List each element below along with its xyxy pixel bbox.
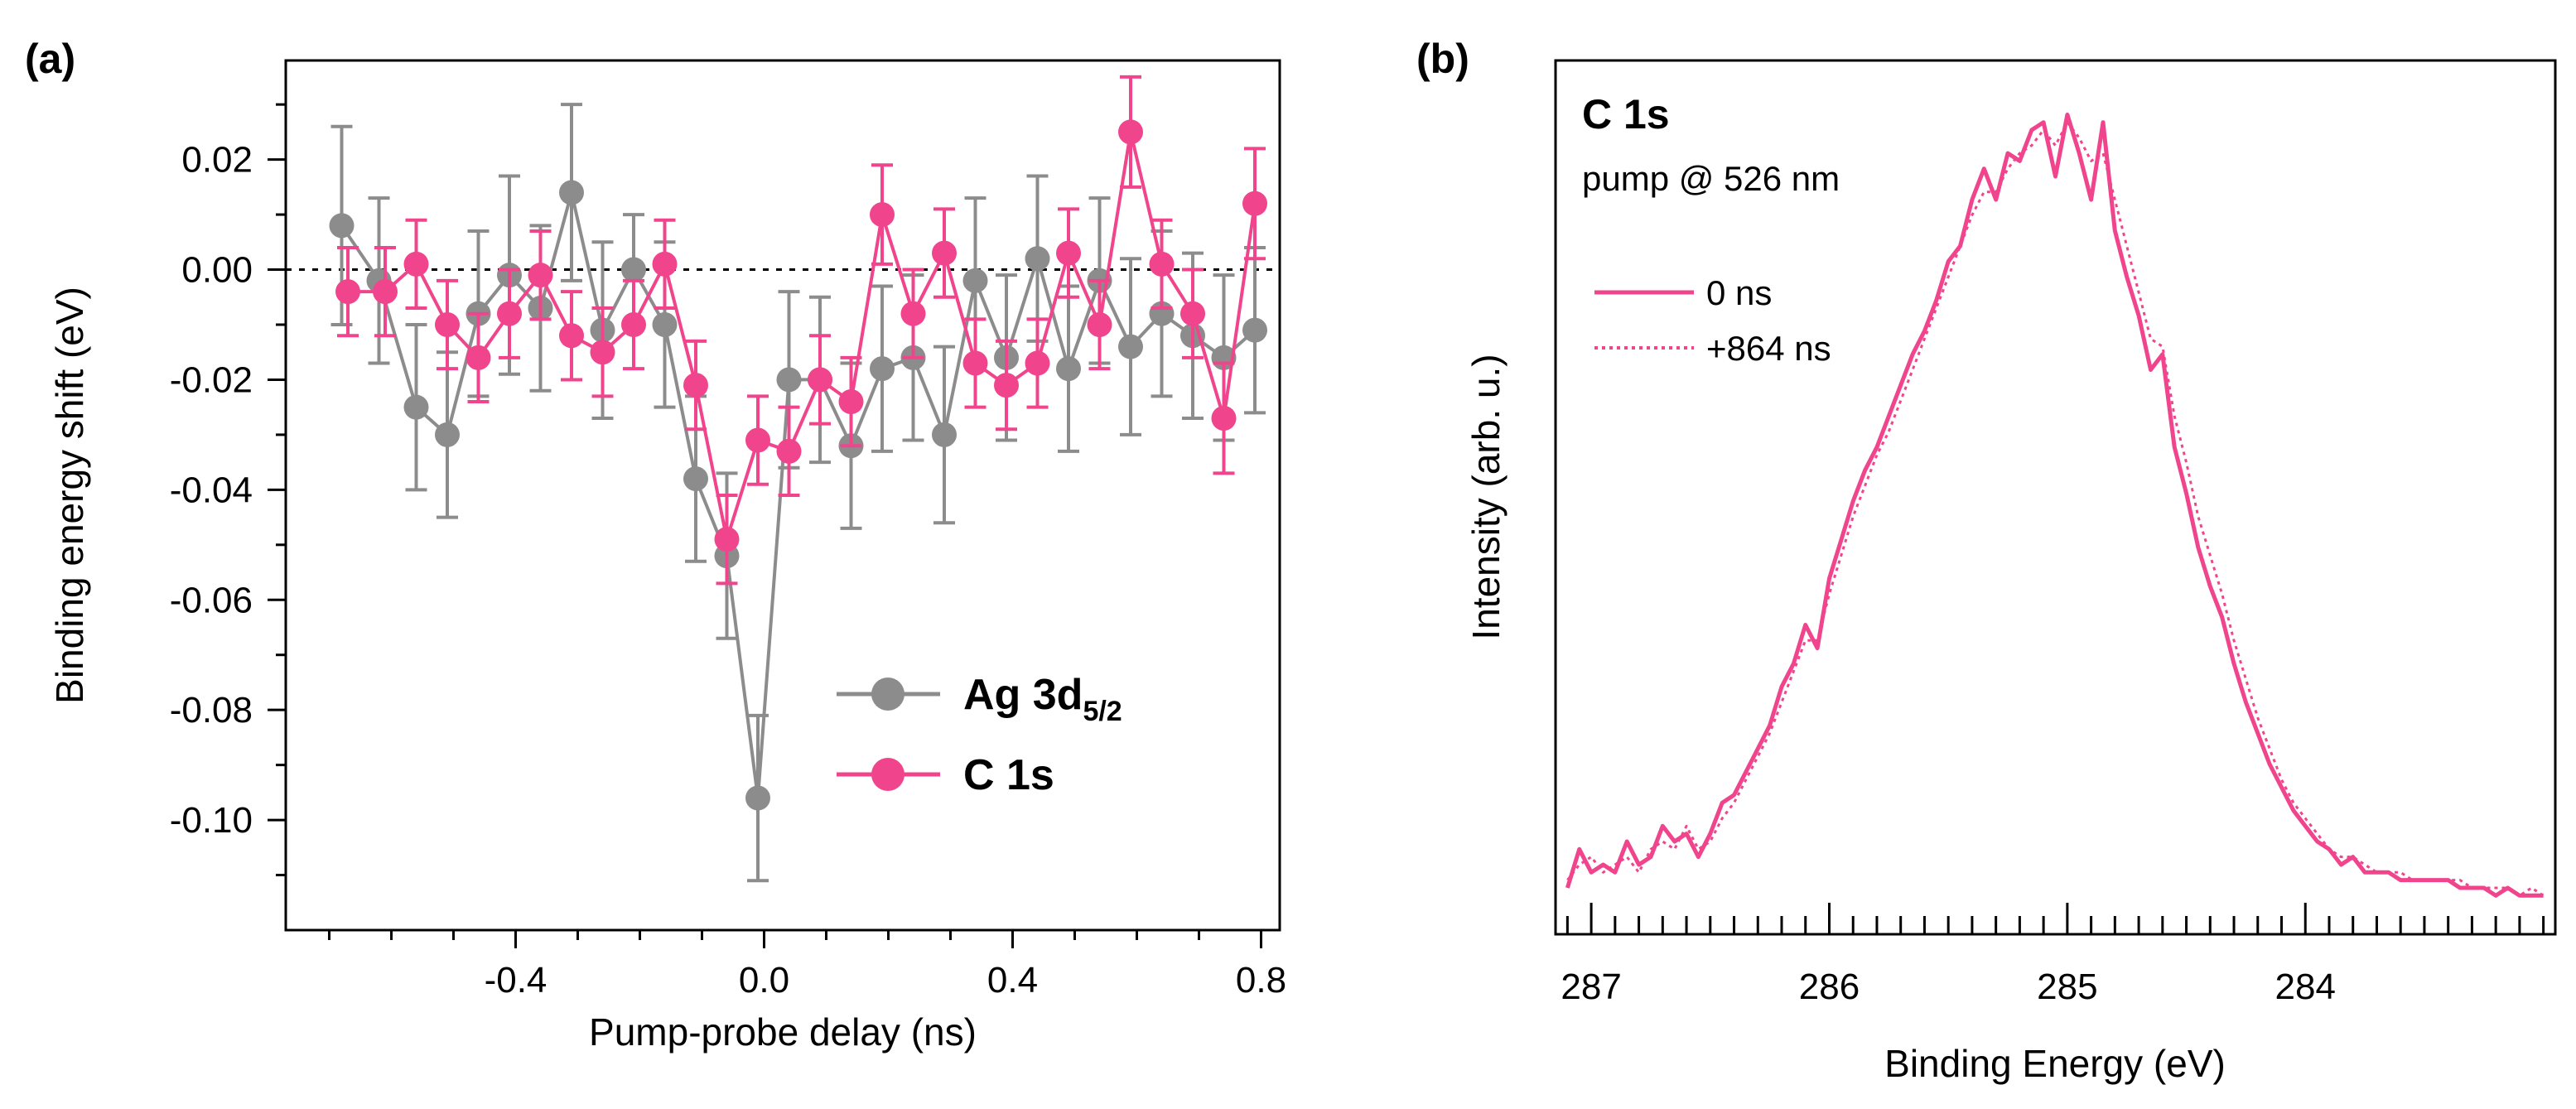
data-point-c1s bbox=[962, 350, 988, 376]
x-tick-label: 286 bbox=[1799, 967, 1860, 1007]
x-tick-label: 0.0 bbox=[739, 960, 789, 1001]
panel-b-label: (b) bbox=[1416, 36, 1469, 82]
panel-b-legend: 0 ns +864 ns bbox=[1594, 273, 1831, 368]
data-point-ag bbox=[1025, 246, 1050, 272]
data-point-c1s bbox=[776, 438, 802, 464]
x-tick-label: -0.4 bbox=[485, 960, 548, 1001]
data-point-c1s bbox=[335, 279, 360, 305]
panel-b-series bbox=[1565, 112, 2545, 898]
y-tick-label: -0.04 bbox=[170, 470, 253, 510]
data-point-c1s bbox=[900, 301, 926, 326]
panel-a-frame bbox=[284, 59, 1281, 932]
x-tick-label: 285 bbox=[2037, 967, 2097, 1007]
y-tick-label: -0.02 bbox=[170, 359, 253, 400]
data-point-ag bbox=[870, 356, 895, 382]
data-point-c1s bbox=[590, 340, 615, 365]
series-line-c1s bbox=[348, 131, 1257, 540]
legend-864ns-label: +864 ns bbox=[1706, 329, 1831, 368]
panel-a-y-ticks: 0.02 0.00 -0.02 -0.04 -0.06 -0.08 -0.10 bbox=[170, 103, 286, 877]
panel-a-legend: Ag 3d5/2 C 1s bbox=[837, 671, 1122, 799]
data-point-c1s bbox=[466, 345, 491, 370]
panel-a-label: (a) bbox=[25, 36, 75, 82]
panel-b-frame bbox=[1554, 59, 2557, 936]
data-point-c1s bbox=[621, 311, 646, 337]
panel-b-y-axis-label: Intensity (arb. u.) bbox=[1464, 354, 1507, 639]
data-point-ag bbox=[621, 257, 646, 282]
panel-b: (b) 287 286 285 284 C 1s pump @ 526 nm 0 ns… bbox=[1416, 36, 2557, 1085]
data-point-ag bbox=[1118, 334, 1143, 359]
data-point-c1s bbox=[1242, 190, 1267, 216]
legend-ag-marker bbox=[871, 677, 904, 711]
y-tick-label: -0.10 bbox=[170, 800, 253, 841]
data-point-c1s bbox=[435, 311, 460, 337]
x-tick-label: 0.4 bbox=[987, 960, 1038, 1001]
panel-a-y-axis-label: Binding energy shift (eV) bbox=[48, 287, 91, 704]
data-point-ag bbox=[329, 213, 355, 239]
data-point-c1s bbox=[652, 251, 678, 277]
data-point-c1s bbox=[1180, 301, 1205, 326]
data-point-c1s bbox=[403, 251, 429, 277]
y-tick-label: 0.02 bbox=[181, 140, 253, 181]
data-point-ag bbox=[403, 394, 429, 420]
data-point-ag bbox=[435, 422, 460, 447]
panel-a-x-axis-label: Pump-probe delay (ns) bbox=[589, 1010, 977, 1054]
data-point-c1s bbox=[745, 427, 770, 453]
legend-ag-subscript: 5/2 bbox=[1083, 696, 1122, 727]
data-point-c1s bbox=[932, 240, 957, 266]
panel-a-series-c1s bbox=[335, 75, 1267, 586]
x-tick-label: 284 bbox=[2275, 967, 2336, 1007]
data-point-c1s bbox=[1056, 240, 1081, 266]
data-point-c1s bbox=[994, 373, 1019, 398]
spectrum-864ns bbox=[1566, 121, 2545, 897]
legend-ag-name: Ag 3d bbox=[963, 671, 1083, 719]
panel-a-x-ticks: -0.4 0.0 0.4 0.8 bbox=[328, 930, 1286, 1001]
y-tick-label: 0.00 bbox=[181, 250, 253, 291]
data-point-c1s bbox=[559, 323, 584, 349]
data-point-ag bbox=[776, 367, 802, 393]
data-point-c1s bbox=[1087, 311, 1112, 337]
legend-c1s-marker bbox=[871, 758, 904, 791]
data-point-ag bbox=[932, 422, 957, 447]
legend-ag-label: Ag 3d5/2 bbox=[963, 671, 1122, 727]
panel-a: (a) -0.4 0.0 0.4 0.8 0.02 0.00 -0.02 -0.04 -0.0… bbox=[25, 36, 1286, 1054]
legend-0ns-label: 0 ns bbox=[1706, 273, 1772, 312]
data-point-c1s bbox=[683, 373, 708, 398]
data-point-c1s bbox=[1149, 251, 1175, 277]
data-point-ag bbox=[745, 785, 770, 811]
data-point-c1s bbox=[528, 263, 553, 288]
panel-a-series-ag bbox=[329, 103, 1267, 883]
data-point-c1s bbox=[1211, 405, 1237, 431]
x-tick-label: 287 bbox=[1561, 967, 1621, 1007]
spectrum-0ns bbox=[1565, 112, 2544, 898]
data-point-ag bbox=[652, 311, 678, 337]
data-point-ag bbox=[1242, 317, 1267, 343]
data-point-c1s bbox=[870, 202, 895, 228]
data-point-c1s bbox=[497, 301, 522, 326]
x-tick-label: 0.8 bbox=[1236, 960, 1286, 1001]
data-point-c1s bbox=[373, 279, 398, 305]
panel-b-annotation-title: C 1s bbox=[1582, 91, 1670, 137]
legend-c1s-label: C 1s bbox=[963, 751, 1054, 799]
data-point-ag bbox=[559, 180, 584, 205]
data-point-c1s bbox=[838, 389, 864, 415]
data-point-ag bbox=[683, 466, 708, 492]
y-tick-label: -0.08 bbox=[170, 690, 253, 730]
data-point-c1s bbox=[1025, 350, 1050, 376]
data-point-c1s bbox=[1118, 119, 1143, 145]
data-point-c1s bbox=[714, 527, 740, 552]
panel-b-x-axis-label: Binding Energy (eV) bbox=[1884, 1042, 2226, 1085]
data-point-ag bbox=[962, 268, 988, 293]
y-tick-label: -0.06 bbox=[170, 580, 253, 620]
panel-b-x-ticks: 287 286 285 284 bbox=[1561, 903, 2545, 1007]
panel-b-annotation-subtitle: pump @ 526 nm bbox=[1582, 159, 1840, 198]
data-point-ag bbox=[1056, 356, 1081, 382]
data-point-c1s bbox=[808, 367, 832, 393]
